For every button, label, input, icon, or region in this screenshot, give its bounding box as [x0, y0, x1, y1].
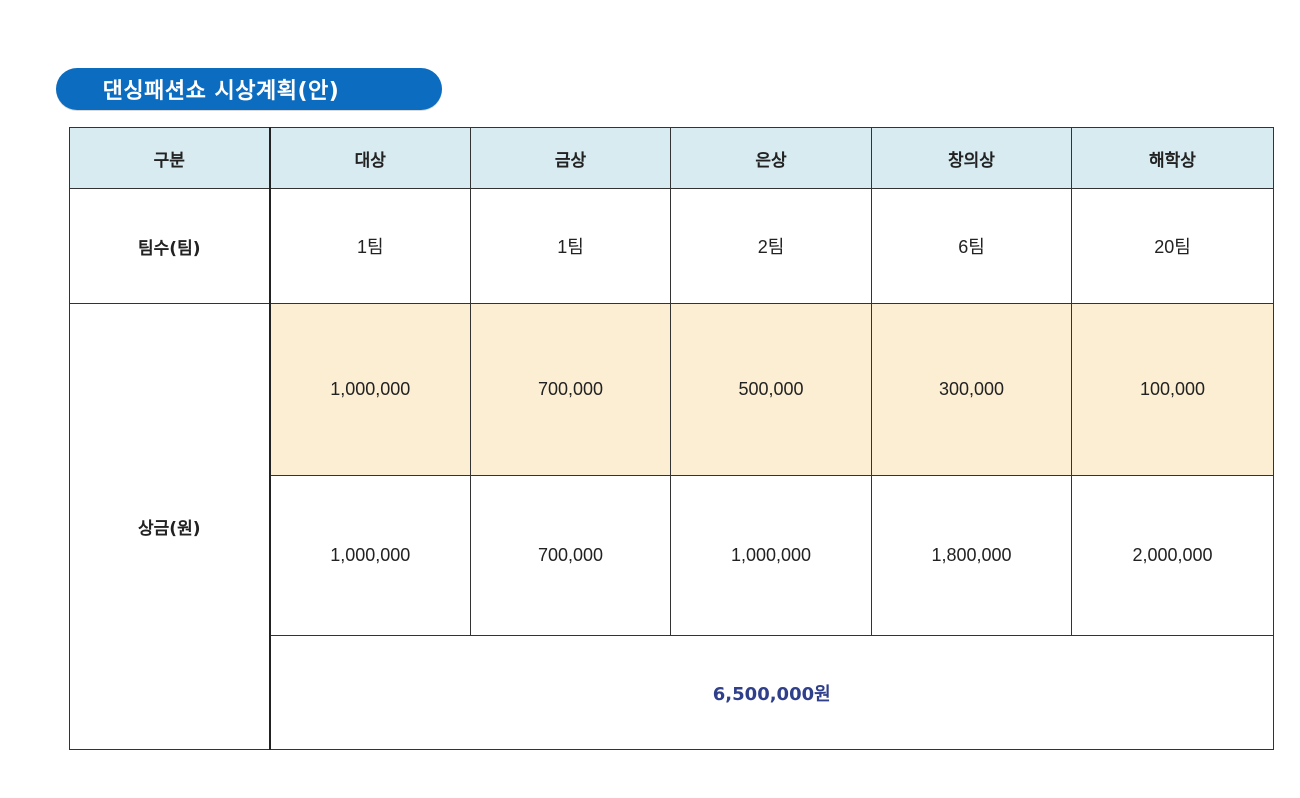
unit-prize-silver: 500,000 — [670, 303, 872, 476]
award-plan-table: 구분 대상 금상 은상 창의상 해학상 팀수(팀) 1팀 1팀 2팀 6팀 20… — [69, 127, 1274, 750]
table-row: 1,000,000 700,000 1,000,000 1,800,000 2,… — [70, 475, 1274, 636]
total-prize-grand: 1,000,000 — [269, 475, 471, 636]
header-silver-prize: 은상 — [670, 127, 872, 189]
total-prize-silver: 1,000,000 — [670, 475, 872, 636]
prize-label: 상금(원) — [69, 303, 271, 750]
header-creativity-prize: 창의상 — [871, 127, 1072, 189]
teams-humor: 20팀 — [1071, 188, 1274, 304]
unit-prize-grand: 1,000,000 — [269, 303, 471, 476]
header-grand-prize: 대상 — [269, 127, 471, 189]
teams-creativity: 6팀 — [871, 188, 1072, 304]
total-prize-humor: 2,000,000 — [1071, 475, 1274, 636]
unit-prize-humor: 100,000 — [1071, 303, 1274, 476]
table-row: 상금(원) 1,000,000 700,000 500,000 300,000 … — [69, 303, 1274, 750]
header-gold-prize: 금상 — [470, 127, 671, 189]
header-category: 구분 — [69, 127, 271, 189]
table-row: 팀수(팀) 1팀 1팀 2팀 6팀 20팀 — [69, 188, 1274, 304]
unit-prize-creativity: 300,000 — [871, 303, 1072, 476]
teams-silver: 2팀 — [670, 188, 872, 304]
teams-gold: 1팀 — [470, 188, 671, 304]
page-title: 댄싱패션쇼 시상계획(안) — [102, 79, 340, 104]
teams-grand: 1팀 — [269, 188, 471, 304]
total-prize-gold: 700,000 — [470, 475, 671, 636]
grand-total: 6,500,000원 — [269, 635, 1274, 750]
total-prize-creativity: 1,800,000 — [871, 475, 1072, 636]
header-humor-prize: 해학상 — [1071, 127, 1274, 189]
page-title-banner: 댄싱패션쇼 시상계획(안) — [56, 68, 442, 110]
table-row: 6,500,000원 — [70, 635, 1274, 750]
unit-prize-gold: 700,000 — [470, 303, 671, 476]
teams-label: 팀수(팀) — [69, 188, 271, 304]
table-header-row: 구분 대상 금상 은상 창의상 해학상 — [69, 127, 1274, 189]
